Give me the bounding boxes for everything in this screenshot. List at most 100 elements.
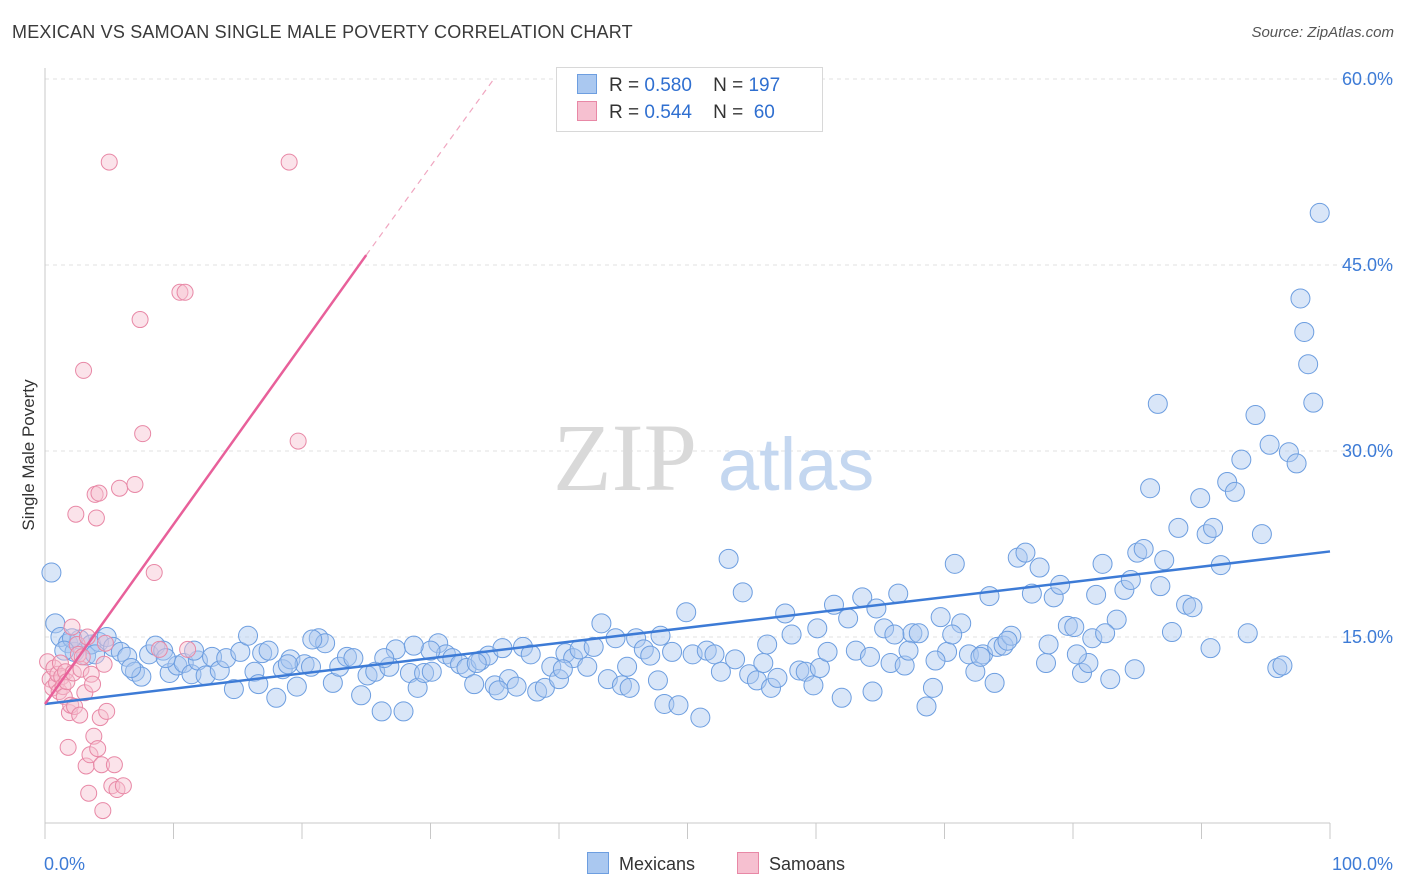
mexican-point (668, 695, 689, 716)
legend-n-label: N = (713, 75, 744, 96)
mexican-point (121, 658, 142, 678)
mexican-point (718, 548, 739, 569)
mexican-point (230, 641, 251, 662)
samoan-point (91, 709, 109, 727)
samoan-point (93, 756, 111, 774)
samoans-trend-line (43, 254, 368, 705)
bottom-legend-label: Mexicans (619, 854, 696, 874)
mexican-point (710, 661, 731, 682)
legend-r-value: 0.580 (644, 75, 692, 96)
mexican-point (874, 618, 895, 639)
mexican-point (153, 640, 174, 661)
mexican-point (1190, 488, 1211, 509)
samoan-point (89, 740, 107, 758)
legend-r-value: 0.544 (644, 102, 692, 123)
mexican-point (767, 667, 788, 688)
x-tick-labels: 0.0% 100.0% (44, 854, 1393, 874)
samoan-point (94, 802, 112, 820)
legend-row-samoans: R = 0.544 N = 60 (577, 101, 775, 127)
mexican-point (1057, 615, 1078, 636)
mexican-point (725, 649, 746, 670)
mexican-point (1168, 517, 1189, 538)
mexican-point (1071, 662, 1092, 683)
samoan-point (95, 655, 113, 673)
mexican-point (1267, 658, 1288, 678)
mexican-point (403, 635, 424, 656)
y-tick-label: 30.0% (1342, 441, 1393, 461)
mexican-point (41, 562, 62, 583)
mexican-point (944, 553, 965, 574)
mexican-point (277, 654, 298, 675)
mexican-point (704, 644, 725, 665)
mexican-point (343, 648, 364, 669)
x-ticks (44, 823, 1331, 839)
mexican-point (258, 640, 279, 661)
mexican-point (809, 658, 830, 678)
mexican-point (1203, 517, 1224, 538)
samoan-point (280, 153, 298, 171)
mexican-point (1272, 655, 1293, 676)
mexican-point (420, 640, 441, 661)
mexican-point (902, 623, 923, 644)
mexican-point (617, 656, 638, 677)
mexican-point (1114, 579, 1135, 600)
samoan-point (150, 640, 168, 658)
mexican-point (1066, 644, 1087, 665)
mexican-point (1124, 659, 1145, 680)
bottom-legend-label: Samoans (769, 854, 846, 874)
mexican-point (1100, 669, 1121, 690)
bottom-legend-swatch-mexicans (587, 852, 609, 874)
mexican-point (336, 646, 357, 667)
mexican-point (888, 583, 909, 604)
mexican-point (898, 640, 919, 661)
samoan-point (145, 564, 163, 582)
mexican-point (1231, 449, 1252, 470)
mexican-point (238, 625, 259, 646)
mexican-point (633, 639, 654, 660)
mexican-point (315, 633, 336, 654)
mexicans-points (41, 202, 1330, 728)
samoans-trend-extension (365, 77, 496, 256)
samoan-point (105, 756, 123, 774)
mexican-point (552, 659, 573, 680)
mexican-point (520, 644, 541, 665)
mexican-point (965, 661, 986, 682)
mexican-point (414, 662, 435, 683)
mexican-point (942, 624, 963, 645)
mexican-point (1251, 524, 1272, 545)
samoan-point (134, 425, 152, 443)
mexican-point (1150, 576, 1171, 597)
mexican-point (1217, 472, 1238, 492)
bottom-legend-swatch-samoans (737, 852, 759, 874)
legend-n-value: 197 (748, 75, 781, 96)
x-tick-label: 100.0% (1332, 854, 1393, 874)
mexican-point (1290, 288, 1311, 309)
samoan-point (59, 738, 77, 756)
mexican-point (732, 582, 753, 603)
mexican-point (466, 653, 487, 674)
mexican-point (464, 674, 485, 695)
mexican-point (1038, 634, 1059, 655)
mexican-point (930, 607, 951, 628)
mexican-point (498, 669, 519, 690)
samoan-point (73, 648, 91, 666)
mexican-point (753, 653, 774, 674)
samoan-point (179, 640, 197, 658)
mexican-point (1196, 524, 1217, 545)
samoan-point (90, 484, 108, 502)
correlation-legend: R = 0.580 N = 197 R = 0.544 N = 60 (556, 67, 823, 132)
mexican-point (1309, 202, 1330, 223)
mexican-point (577, 656, 598, 677)
samoan-point (84, 675, 102, 693)
mexican-point (817, 641, 838, 662)
legend-r-label: R = (609, 102, 640, 123)
mexican-point (184, 640, 205, 661)
mexican-point (1064, 617, 1085, 638)
mexican-point (1278, 442, 1299, 463)
samoan-point (126, 475, 144, 493)
mexican-point (1015, 542, 1036, 563)
mexican-point (654, 693, 675, 714)
mexican-point (662, 641, 683, 662)
mexican-point (690, 707, 711, 728)
watermark-zip: ZIP (553, 404, 697, 511)
